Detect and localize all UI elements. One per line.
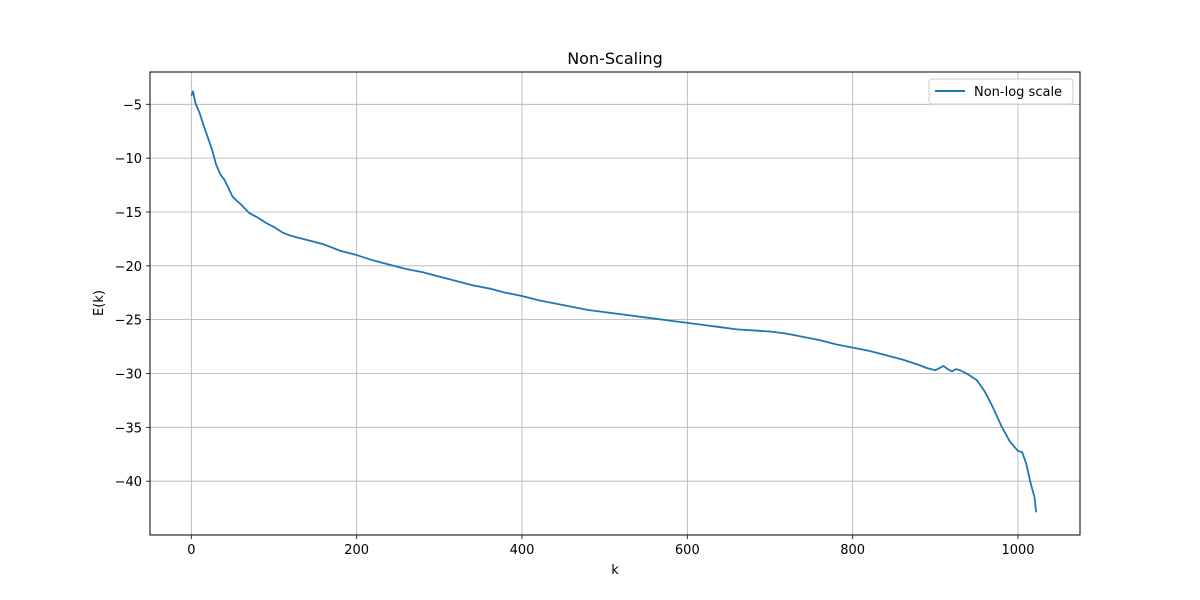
x-tick-label: 0 [187,543,195,558]
legend-label: Non-log scale [974,85,1062,100]
y-tick-label: −5 [123,98,142,113]
y-tick-label: −25 [115,314,142,329]
plot-frame [149,71,1081,536]
grid [150,72,1080,535]
x-axis-label: k [611,563,619,578]
y-axis: −5 −10 −15 −20 −25 −30 −35 −40 [115,98,150,490]
x-tick-label: 800 [840,543,865,558]
y-tick-label: −15 [115,206,142,221]
y-tick-label: −20 [115,260,142,275]
series-line [190,90,1038,513]
y-tick-label: −40 [115,475,142,490]
y-tick-label: −30 [115,367,142,382]
x-tick-label: 1000 [1001,543,1034,558]
y-tick-label: −10 [115,152,142,167]
chart-title: Non-Scaling [567,49,663,68]
legend-box [928,78,1074,105]
x-tick-label: 400 [510,543,535,558]
series-layer [190,90,1038,513]
y-tick-label: −35 [115,421,142,436]
legend: Non-log scale [928,78,1074,105]
x-axis: 0 200 400 600 800 1000 [187,535,1035,558]
y-axis-label: E(k) [92,290,107,316]
x-tick-label: 600 [675,543,700,558]
x-tick-label: 200 [344,543,369,558]
